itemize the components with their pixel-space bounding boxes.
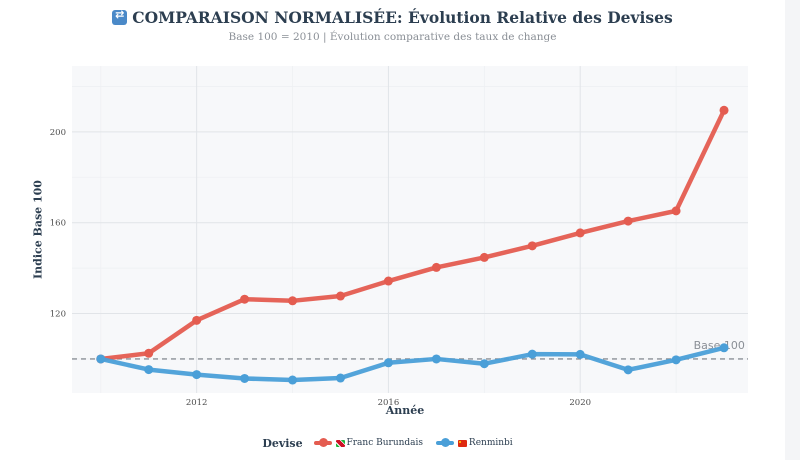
data-point-renminbi [240, 373, 250, 383]
data-point-renminbi [623, 365, 633, 375]
data-point-franc-burundais [479, 252, 489, 262]
data-point-renminbi [96, 354, 106, 364]
data-point-franc-burundais [671, 206, 681, 216]
chart-title-text: COMPARAISON NORMALISÉE: Évolution Relati… [132, 8, 673, 27]
data-point-renminbi [527, 349, 537, 359]
legend: Devise Franc Burundais Renminbi [0, 437, 785, 450]
data-point-franc-burundais [431, 262, 441, 272]
chart-title: COMPARAISON NORMALISÉE: Évolution Relati… [0, 8, 785, 27]
data-point-renminbi [671, 355, 681, 365]
y-axis-label: Indice Base 100 [31, 180, 45, 279]
data-point-franc-burundais [288, 296, 298, 306]
base-100-label: Base 100 [694, 339, 745, 352]
data-point-renminbi [192, 370, 202, 380]
shuffle-icon [112, 8, 128, 25]
y-tick-label: 120 [50, 310, 66, 320]
x-tick-label: 2020 [569, 398, 591, 408]
data-point-renminbi [383, 358, 393, 368]
legend-item-renminbi[interactable]: Renminbi [435, 438, 513, 449]
data-point-renminbi [335, 373, 345, 383]
data-point-franc-burundais [527, 241, 537, 251]
data-point-franc-burundais [144, 348, 154, 358]
china-flag-icon [457, 439, 467, 447]
data-point-renminbi [288, 375, 298, 385]
data-point-franc-burundais [335, 291, 345, 301]
legend-label-renminbi: Renminbi [468, 438, 513, 449]
burundi-flag-icon [335, 439, 345, 447]
x-tick-label: 2012 [186, 398, 208, 408]
y-tick-label: 160 [50, 219, 66, 229]
data-point-franc-burundais [575, 228, 585, 238]
legend-item-franc-burundais[interactable]: Franc Burundais [313, 438, 424, 449]
legend-key-renminbi [435, 438, 454, 448]
x-tick-label: 2016 [378, 398, 400, 408]
legend-label-franc-burundais: Franc Burundais [346, 438, 424, 449]
data-point-renminbi [479, 359, 489, 369]
x-axis-label: Année [385, 404, 425, 417]
side-strip [785, 0, 800, 460]
data-point-renminbi [144, 365, 154, 375]
data-point-franc-burundais [623, 216, 633, 226]
data-point-renminbi [431, 354, 441, 364]
data-point-franc-burundais [240, 294, 250, 304]
data-point-franc-burundais [383, 276, 393, 286]
chart-subtitle: Base 100 = 2010 | Évolution comparative … [228, 31, 557, 43]
data-point-franc-burundais [719, 105, 729, 115]
plot-panel [72, 66, 748, 393]
data-point-renminbi [719, 343, 729, 353]
data-point-franc-burundais [192, 315, 202, 325]
y-tick-label: 200 [50, 128, 66, 138]
legend-title: Devise [262, 437, 303, 450]
data-point-renminbi [575, 349, 585, 359]
series-line-franc-burundais [98, 108, 727, 362]
series-line-renminbi [98, 345, 727, 383]
legend-key-franc-burundais [313, 438, 332, 448]
